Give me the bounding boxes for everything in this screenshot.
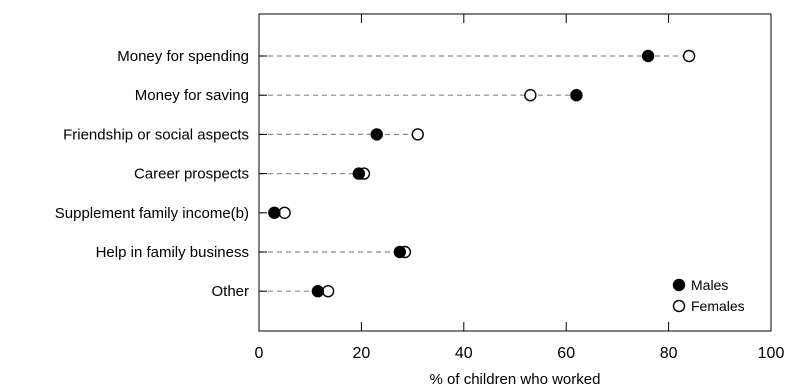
female-marker xyxy=(321,285,335,298)
x-axis-title: % of children who worked xyxy=(430,371,601,388)
x-tick-label: 40 xyxy=(455,345,473,362)
x-tick-label: 80 xyxy=(660,345,678,362)
x-axis: 0 20 40 60 80 100 xyxy=(255,14,785,362)
data-markers xyxy=(268,49,696,298)
male-marker xyxy=(641,49,655,63)
male-marker xyxy=(311,285,325,298)
legend-label: Females xyxy=(691,298,745,314)
legend-label: Males xyxy=(691,277,728,293)
category-label: Money for spending xyxy=(117,48,249,65)
female-marker xyxy=(682,49,696,63)
female-marker xyxy=(278,206,291,220)
x-tick-label: 20 xyxy=(353,345,371,362)
x-tick-label: 100 xyxy=(758,345,785,362)
category-label: Help in family business xyxy=(96,244,249,261)
female-marker xyxy=(411,128,424,141)
category-labels: Money for spending Money for saving Friend… xyxy=(55,48,267,300)
x-tick-label: 0 xyxy=(255,345,264,362)
x-tick-label: 60 xyxy=(557,345,575,362)
male-marker xyxy=(268,206,281,220)
legend-female-marker xyxy=(672,299,686,313)
male-marker xyxy=(570,88,583,102)
legend: Males Females xyxy=(672,277,745,314)
legend-male-marker xyxy=(672,278,686,292)
male-marker xyxy=(393,245,406,259)
category-label: Supplement family income(b) xyxy=(55,205,249,222)
female-marker xyxy=(524,88,537,102)
male-marker xyxy=(370,128,383,141)
category-label: Money for saving xyxy=(135,87,249,104)
plot-frame xyxy=(258,13,772,332)
connector-lines xyxy=(259,55,690,292)
category-label: Career prospects xyxy=(134,166,249,183)
male-marker xyxy=(352,167,366,180)
category-label: Friendship or social aspects xyxy=(63,126,249,143)
category-label: Other xyxy=(211,283,249,300)
